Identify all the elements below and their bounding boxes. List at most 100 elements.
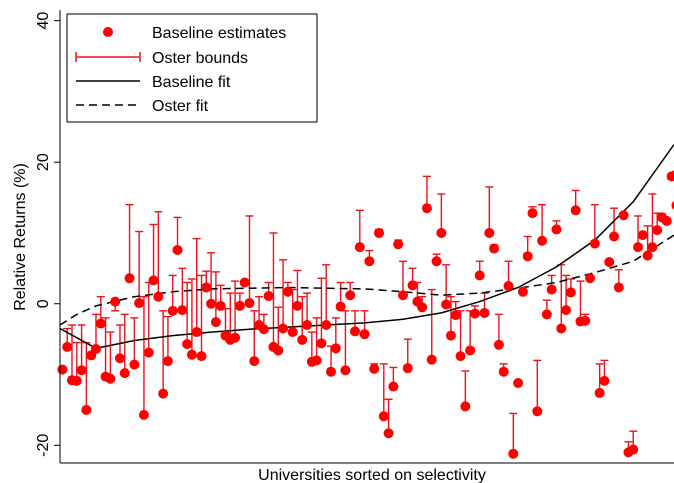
baseline-estimate-point xyxy=(273,345,284,356)
x-axis-label: Universities sorted on selectivity xyxy=(258,467,486,483)
baseline-estimate-point xyxy=(206,298,217,309)
legend-marker-points xyxy=(103,27,113,37)
baseline-estimate-point xyxy=(537,235,548,246)
baseline-estimate-point xyxy=(378,411,389,422)
baseline-estimate-point xyxy=(609,231,620,242)
baseline-estimate-point xyxy=(158,388,169,399)
y-axis-label: Relative Returns (%) xyxy=(12,163,29,311)
baseline-estimate-point xyxy=(258,324,269,335)
y-tick-label: 0 xyxy=(35,299,52,308)
baseline-estimate-point xyxy=(182,339,193,350)
baseline-estimate-point xyxy=(234,300,245,311)
legend-label-bounds: Oster bounds xyxy=(152,50,248,67)
baseline-estimate-point xyxy=(95,318,106,329)
baseline-estimate-point xyxy=(167,305,178,316)
baseline-estimate-point xyxy=(62,341,73,352)
baseline-fit-line xyxy=(59,144,674,350)
y-tick-label: 20 xyxy=(35,153,52,171)
baseline-estimate-point xyxy=(210,317,221,328)
baseline-estimate-point xyxy=(666,171,674,182)
baseline-estimate-point xyxy=(263,290,274,301)
baseline-estimate-point xyxy=(421,203,432,214)
baseline-estimate-point xyxy=(493,339,504,350)
baseline-estimate-point xyxy=(604,256,615,267)
legend: Baseline estimates Oster bounds Baseline… xyxy=(66,13,318,123)
baseline-estimate-point xyxy=(474,270,485,281)
baseline-estimate-point xyxy=(330,343,341,354)
baseline-estimate-point xyxy=(527,208,538,219)
baseline-estimate-point xyxy=(119,368,130,379)
baseline-estimate-point xyxy=(546,284,557,295)
baseline-estimate-point xyxy=(407,280,418,291)
baseline-estimate-point xyxy=(522,251,533,262)
baseline-estimate-point xyxy=(397,290,408,301)
baseline-estimate-point xyxy=(436,227,447,238)
baseline-estimate-point xyxy=(479,307,490,318)
baseline-estimate-point xyxy=(172,244,183,255)
baseline-estimate-point xyxy=(594,387,605,398)
baseline-estimate-point xyxy=(110,296,121,307)
baseline-estimate-point xyxy=(196,351,207,362)
baseline-estimate-point xyxy=(186,349,197,360)
baseline-estimate-point xyxy=(124,273,135,284)
baseline-estimate-point xyxy=(426,354,437,365)
baseline-estimate-point xyxy=(278,323,289,334)
baseline-estimate-point xyxy=(570,205,581,216)
baseline-estimate-point xyxy=(230,332,241,343)
baseline-estimate-point xyxy=(498,366,509,377)
baseline-estimate-point xyxy=(450,310,461,321)
baseline-estimate-point xyxy=(326,366,337,377)
baseline-estimate-point xyxy=(551,224,562,235)
baseline-estimate-point xyxy=(633,242,644,253)
baseline-estimate-point xyxy=(162,356,173,367)
baseline-estimate-point xyxy=(383,428,394,439)
baseline-estimate-point xyxy=(364,256,375,267)
baseline-estimate-point xyxy=(445,330,456,341)
baseline-estimate-point xyxy=(642,250,653,261)
baseline-estimate-point xyxy=(561,305,572,316)
baseline-estimate-point xyxy=(460,401,471,412)
baseline-estimate-point xyxy=(613,282,624,293)
oster-fit-line xyxy=(59,234,674,326)
baseline-estimate-point xyxy=(580,315,591,326)
baseline-estimate-point xyxy=(148,275,159,286)
baseline-estimate-point xyxy=(177,305,188,316)
baseline-estimate-point xyxy=(589,238,600,249)
baseline-estimate-point xyxy=(585,273,596,284)
baseline-estimate-point xyxy=(191,327,202,338)
baseline-estimate-point xyxy=(76,365,87,376)
baseline-estimate-point xyxy=(297,334,308,345)
baseline-estimate-point xyxy=(114,353,125,364)
baseline-estimate-point xyxy=(129,359,140,370)
baseline-estimate-point xyxy=(532,406,543,417)
y-tick-label: 40 xyxy=(35,12,52,30)
baseline-estimate-point xyxy=(71,375,82,386)
baseline-estimate-point xyxy=(671,200,674,210)
baseline-estimate-point xyxy=(628,444,639,455)
baseline-estimate-point xyxy=(287,327,298,338)
baseline-estimate-point xyxy=(484,227,495,238)
baseline-estimate-point xyxy=(541,309,552,320)
baseline-estimate-point xyxy=(441,299,452,310)
baseline-estimate-point xyxy=(201,282,212,293)
baseline-estimate-point xyxy=(340,365,351,376)
legend-label-oster-fit: Oster fit xyxy=(152,98,209,115)
baseline-estimate-point xyxy=(565,287,576,298)
baseline-estimate-point xyxy=(388,381,399,392)
baseline-estimate-point xyxy=(105,373,116,384)
baseline-estimate-point xyxy=(292,300,303,311)
plot-clip-group xyxy=(57,144,674,459)
baseline-estimate-point xyxy=(302,319,313,330)
baseline-estimate-point xyxy=(508,448,519,459)
baseline-estimate-point xyxy=(215,300,226,311)
baseline-estimate-point xyxy=(402,363,413,374)
baseline-estimate-point xyxy=(244,298,255,309)
baseline-estimate-point xyxy=(417,302,428,313)
baseline-estimate-point xyxy=(618,210,629,221)
baseline-estimate-point xyxy=(359,329,370,340)
baseline-estimate-point xyxy=(138,409,149,420)
baseline-estimate-point xyxy=(354,242,365,253)
baseline-estimate-point xyxy=(517,286,528,297)
baseline-estimate-point xyxy=(599,375,610,386)
